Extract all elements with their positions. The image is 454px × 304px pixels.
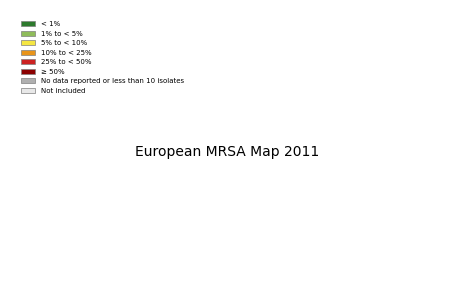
Text: European MRSA Map 2011: European MRSA Map 2011 bbox=[135, 145, 319, 159]
Legend: < 1%, 1% to < 5%, 5% to < 10%, 10% to < 25%, 25% to < 50%, ≥ 50%, No data report: < 1%, 1% to < 5%, 5% to < 10%, 10% to < … bbox=[19, 19, 187, 96]
